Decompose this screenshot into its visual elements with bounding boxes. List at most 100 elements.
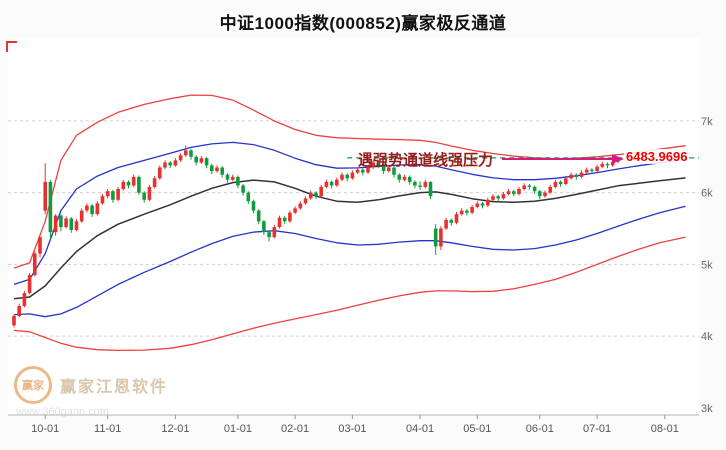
candle-body	[506, 191, 511, 195]
candle-body	[251, 201, 256, 211]
candle-body	[324, 181, 329, 187]
candle-body	[288, 212, 292, 222]
candle-body	[527, 185, 532, 187]
plot-background	[8, 38, 699, 415]
candle-body	[17, 306, 21, 316]
candle-body	[158, 167, 162, 179]
candle-body	[230, 176, 235, 180]
candle-body	[574, 174, 579, 177]
candle-body	[59, 215, 63, 228]
candle-body	[293, 208, 297, 213]
candle-body	[272, 227, 277, 238]
candle-body	[413, 181, 417, 186]
candle-body	[564, 178, 568, 184]
lower-blue-band	[13, 205, 686, 318]
candle-body	[522, 185, 526, 190]
candle-body	[407, 176, 412, 182]
lower-red-band	[13, 236, 686, 352]
candle-body	[423, 181, 428, 187]
candle-body	[303, 198, 308, 204]
candle-body	[345, 174, 349, 179]
candle-body	[210, 165, 214, 172]
watermark: 赢家 赢家江恩软件 www.360gann.com	[14, 366, 168, 418]
candle-body	[584, 169, 589, 173]
candle-body	[74, 221, 79, 230]
candle-body	[376, 162, 381, 166]
candle-body	[126, 181, 131, 186]
candle-body	[605, 163, 610, 166]
y-tick-label: 5k	[701, 259, 713, 271]
candle-body	[428, 181, 433, 197]
candle-body	[236, 176, 240, 186]
candle-body	[262, 221, 266, 233]
candle-body	[43, 181, 47, 211]
candle-body	[22, 293, 27, 306]
candle-body	[590, 169, 594, 172]
candle-body	[131, 176, 136, 186]
watermark-url: www.360gann.com	[16, 406, 109, 418]
candle-body	[319, 186, 323, 197]
candle-body	[340, 174, 344, 180]
candle-body	[454, 214, 459, 223]
candle-body	[496, 196, 500, 199]
candle-body	[449, 219, 454, 223]
candle-body	[486, 199, 490, 206]
x-tick-label: 08-01	[651, 423, 679, 435]
candle-body	[220, 167, 224, 175]
candle-body	[418, 185, 422, 187]
candle-body	[517, 189, 521, 194]
candle-body	[199, 158, 204, 163]
candle-body	[204, 158, 209, 166]
candle-body	[553, 181, 558, 187]
candle-body	[189, 150, 193, 157]
candle-body	[90, 205, 94, 215]
candle-body	[392, 167, 396, 175]
candle-body	[147, 186, 152, 200]
middle-black-line	[13, 177, 686, 300]
candle-body	[387, 167, 391, 172]
x-tick-label: 02-01	[281, 423, 309, 435]
candle-body	[215, 167, 219, 172]
candle-body	[475, 203, 480, 207]
candle-body	[168, 162, 172, 166]
x-tick-label: 05-01	[463, 423, 491, 435]
annotation-arrowhead-icon	[612, 154, 624, 164]
candle-body	[543, 192, 547, 197]
x-tick-label: 04-01	[406, 423, 434, 435]
candle-body	[381, 165, 386, 172]
candle-body	[538, 191, 542, 197]
candle-body	[152, 178, 157, 187]
x-tick-label: 01-01	[224, 423, 252, 435]
candle-body	[246, 192, 251, 202]
y-tick-label: 4k	[701, 331, 713, 343]
candle-body	[277, 217, 282, 227]
x-tick-label: 12-01	[161, 423, 189, 435]
candle-body	[267, 232, 271, 238]
x-tick-label: 06-01	[526, 423, 554, 435]
candle-body	[532, 186, 537, 192]
x-tick-label: 03-01	[338, 423, 366, 435]
candle-body	[225, 174, 230, 180]
candle-body	[361, 169, 365, 173]
candle-body	[27, 275, 32, 293]
candle-body	[558, 181, 563, 185]
last-price-label: 6483.9696	[624, 149, 690, 164]
candle-body	[38, 237, 42, 254]
candle-body	[282, 217, 287, 222]
candle-body	[329, 181, 334, 186]
chart-title: 中证1000指数(000852)赢家极反通道	[219, 14, 507, 33]
candle-body	[100, 196, 105, 204]
candle-body	[184, 150, 188, 156]
candle-body	[178, 155, 183, 161]
candle-body	[579, 172, 584, 177]
candle-body	[444, 219, 448, 229]
candle-body	[12, 316, 16, 326]
candle-body	[595, 166, 599, 172]
y-tick-label: 7k	[701, 116, 713, 128]
candle-body	[48, 181, 53, 233]
candle-body	[53, 215, 58, 233]
candle-body	[433, 228, 438, 247]
watermark-logo-text: 赢家	[22, 380, 44, 392]
candle-body	[402, 176, 407, 180]
